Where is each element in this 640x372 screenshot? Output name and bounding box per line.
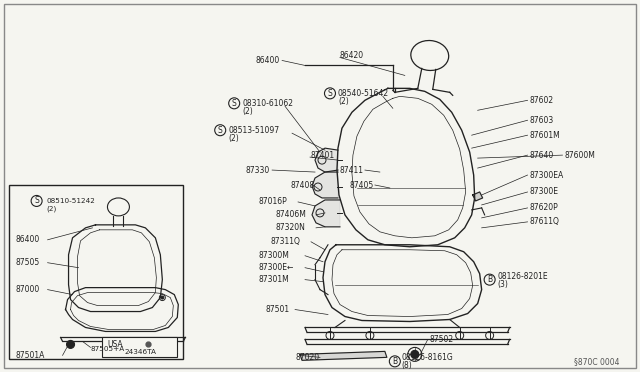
Text: 87505+A: 87505+A	[90, 346, 125, 352]
Text: 87000: 87000	[15, 285, 40, 294]
Text: 08540-51642: 08540-51642	[338, 89, 389, 98]
Text: USA: USA	[108, 340, 123, 349]
Text: §870C 0004: §870C 0004	[574, 357, 620, 366]
Text: (2): (2)	[242, 107, 253, 116]
Text: (2): (2)	[47, 206, 57, 212]
Polygon shape	[315, 148, 338, 172]
Text: 87300E: 87300E	[529, 187, 559, 196]
Text: 87603: 87603	[529, 116, 554, 125]
Text: B: B	[487, 275, 492, 284]
Text: (2): (2)	[338, 97, 349, 106]
Polygon shape	[300, 352, 387, 360]
Text: 87016P: 87016P	[258, 198, 287, 206]
Text: B: B	[392, 357, 397, 366]
Text: S: S	[232, 99, 237, 108]
Text: 87501A: 87501A	[15, 351, 45, 360]
Text: 87330: 87330	[246, 166, 270, 174]
Text: 87406M: 87406M	[275, 211, 306, 219]
Text: 87300M: 87300M	[258, 251, 289, 260]
Text: 87405: 87405	[350, 180, 374, 189]
Polygon shape	[473, 192, 483, 201]
Text: 87611Q: 87611Q	[529, 217, 559, 227]
Text: 87620P: 87620P	[529, 203, 558, 212]
Text: 86400: 86400	[15, 235, 40, 244]
Text: 87505: 87505	[15, 258, 40, 267]
Text: 08126-8201E: 08126-8201E	[498, 272, 548, 281]
Text: 87602: 87602	[529, 96, 554, 105]
Text: 87020: 87020	[295, 353, 319, 362]
Text: 87408: 87408	[290, 180, 314, 189]
Text: 24346TA: 24346TA	[124, 349, 156, 355]
Circle shape	[411, 350, 419, 358]
Text: 87601M: 87601M	[529, 131, 560, 140]
Text: 87300EA: 87300EA	[529, 170, 564, 180]
Text: 86420: 86420	[340, 51, 364, 60]
Text: 08310-61062: 08310-61062	[242, 99, 293, 108]
FancyBboxPatch shape	[102, 337, 177, 357]
Text: S: S	[328, 89, 332, 98]
Text: 87600M: 87600M	[564, 151, 595, 160]
Text: 08510-51242: 08510-51242	[47, 198, 95, 204]
Text: (2): (2)	[228, 134, 239, 143]
Text: 87640: 87640	[529, 151, 554, 160]
Text: 87311Q: 87311Q	[270, 237, 300, 246]
Text: 86400: 86400	[256, 56, 280, 65]
Text: 87401: 87401	[310, 151, 334, 160]
Text: (8): (8)	[402, 361, 413, 370]
Text: 08513-51097: 08513-51097	[228, 126, 279, 135]
Text: 87300E←: 87300E←	[258, 263, 294, 272]
Circle shape	[161, 296, 164, 299]
Circle shape	[67, 340, 74, 349]
Text: S: S	[35, 196, 39, 205]
Text: 08126-8161G: 08126-8161G	[402, 353, 454, 362]
Text: 87301M: 87301M	[258, 275, 289, 284]
Text: 87501: 87501	[265, 305, 289, 314]
Text: 87411: 87411	[340, 166, 364, 174]
Text: (3): (3)	[498, 280, 509, 289]
Text: 87320N: 87320N	[275, 223, 305, 232]
Polygon shape	[312, 172, 338, 198]
FancyBboxPatch shape	[9, 185, 183, 359]
Polygon shape	[312, 200, 340, 227]
Text: 87502: 87502	[430, 335, 454, 344]
Text: S: S	[218, 126, 223, 135]
